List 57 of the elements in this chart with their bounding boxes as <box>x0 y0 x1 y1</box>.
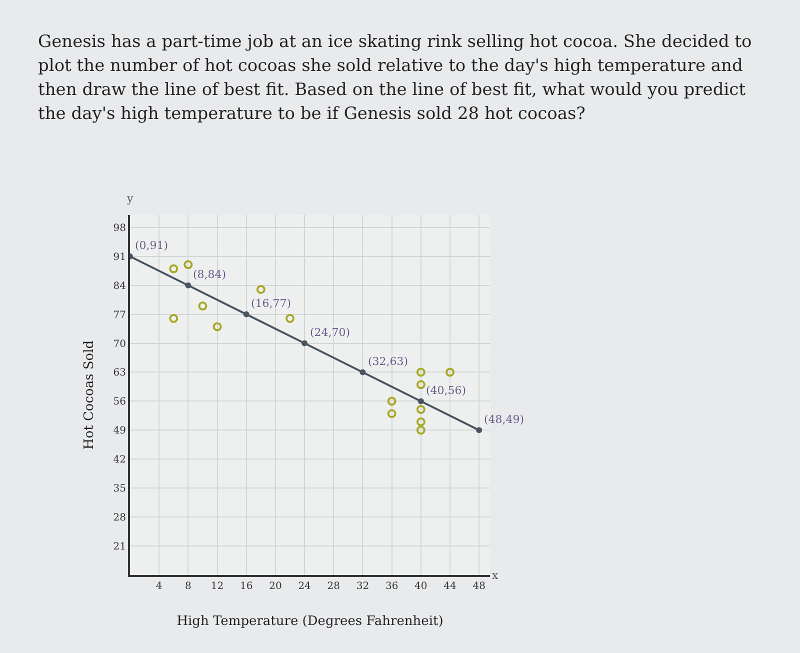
annotation: (0,91) <box>135 239 168 252</box>
x-tick-label: 16 <box>240 581 253 592</box>
x-tick-label: 48 <box>472 581 486 592</box>
point <box>416 404 426 414</box>
point <box>360 369 366 376</box>
y-tick-label: 35 <box>113 484 126 495</box>
y-tick-label: 98 <box>113 222 126 234</box>
annotation: (24,70) <box>310 326 350 339</box>
point <box>169 264 178 274</box>
point <box>416 368 426 377</box>
point <box>446 368 454 377</box>
point <box>387 409 396 418</box>
chart-title: Genesis has a part-time job at an ice skating rink selling hot cocoa. She decided to plot the number of hot cocoas she sold relative to the day's high temperature and then draw the line of best fit. Based on the line of best fit, what would you predict the day's high temperature to be if Genesis sold 28 hot cocoas? <box>38 31 753 126</box>
point <box>476 427 482 434</box>
point <box>212 322 222 332</box>
x-tick-label: 12 <box>210 581 224 592</box>
annotation: (8,84) <box>193 268 226 281</box>
y-tick-label: 49 <box>113 426 126 437</box>
x-tick-label: 24 <box>298 581 311 592</box>
point <box>416 417 426 426</box>
annotation: (16,77) <box>251 297 292 310</box>
annotation: (32,63) <box>368 355 408 368</box>
y-tick-label: 91 <box>113 252 126 263</box>
y-tick-label: 77 <box>113 310 126 321</box>
x-tick-label: 36 <box>385 581 398 592</box>
x-tick-label: 4 <box>156 581 162 592</box>
point <box>416 380 426 390</box>
x-tick-label: 44 <box>444 581 456 592</box>
annotation: (48,49) <box>484 413 524 426</box>
point <box>198 302 208 311</box>
point <box>387 396 396 406</box>
text: x <box>492 569 499 582</box>
x-tick-label: 28 <box>327 581 340 592</box>
x-tick-label: 40 <box>414 581 428 592</box>
x-tick-label: 8 <box>184 581 192 592</box>
y-axis-title: Hot Cocoas Sold <box>82 340 97 450</box>
y-tick-label: 28 <box>113 512 126 524</box>
point <box>185 282 192 288</box>
y-tick-label: 56 <box>113 396 126 408</box>
x-axis-title: High Temperature (Degrees Fahrenheit) <box>176 614 444 629</box>
point <box>243 311 250 318</box>
text: y <box>126 192 134 205</box>
point <box>418 398 424 404</box>
point <box>184 260 193 270</box>
point <box>286 314 294 323</box>
point <box>256 284 266 294</box>
annotation: (40,56) <box>426 384 466 397</box>
x-tick-label: 32 <box>356 581 370 592</box>
point <box>416 426 426 435</box>
x-tick-label: 20 <box>269 581 282 592</box>
point <box>302 340 308 346</box>
y-tick-label: 42 <box>113 454 126 466</box>
y-tick-label: 21 <box>113 542 126 553</box>
point <box>169 314 178 323</box>
y-tick-label: 63 <box>113 368 126 379</box>
y-tick-label: 84 <box>113 280 126 292</box>
y-tick-label: 70 <box>113 338 126 350</box>
